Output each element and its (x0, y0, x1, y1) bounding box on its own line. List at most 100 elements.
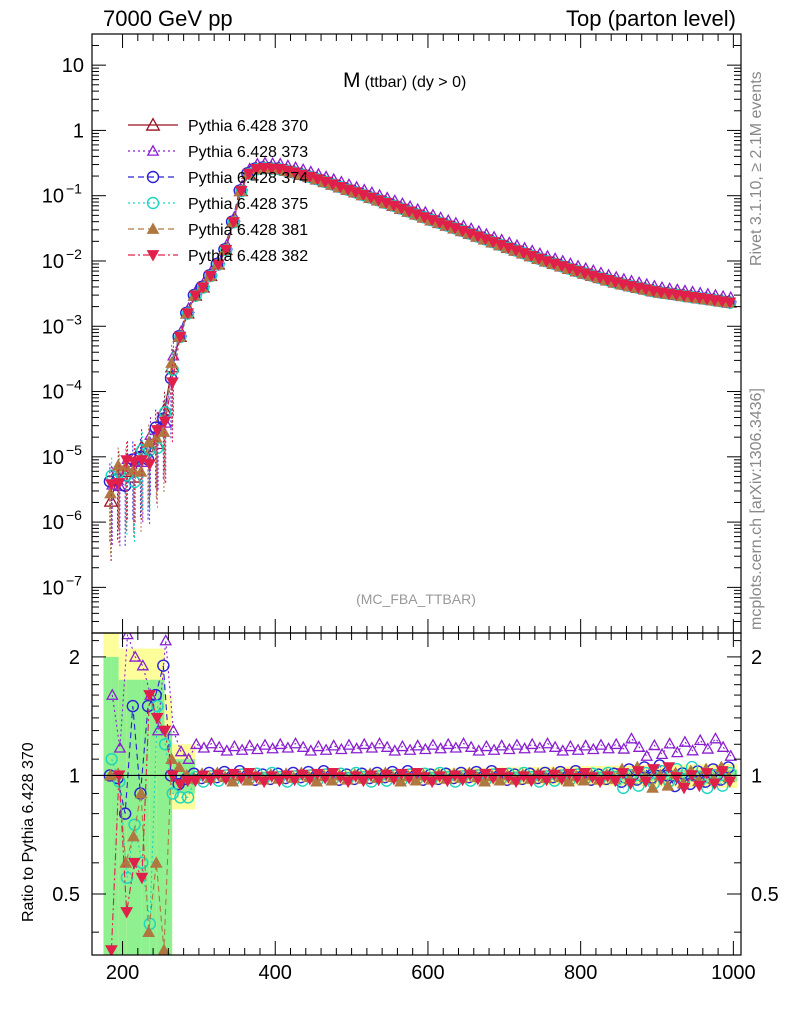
ratio-panel-series (103, 633, 738, 955)
ratio-point (441, 737, 455, 750)
ratio-point (151, 724, 165, 736)
ratio-band-green (111, 656, 119, 955)
ratio-point (126, 699, 139, 713)
ratio-point (127, 857, 141, 870)
ratio-point (142, 925, 156, 938)
data-point (189, 290, 202, 302)
data-point (150, 425, 164, 437)
ratio-point (402, 773, 416, 785)
ratio-point (639, 776, 653, 788)
data-point (165, 356, 178, 368)
ratio-point (548, 740, 562, 752)
ratio-series-line (110, 694, 731, 951)
ratio-point (495, 739, 508, 751)
data-point (204, 270, 217, 283)
ratio-point (647, 764, 660, 776)
legend-label: Pythia 6.428 381 (188, 222, 308, 239)
ratio-point (121, 633, 134, 640)
ratio-point (158, 725, 172, 738)
main-panel-series (103, 156, 738, 562)
ratio-series-line (111, 634, 732, 761)
x-tick-label: 600 (411, 962, 444, 984)
x-tick-label: 1000 (711, 962, 756, 984)
data-point (227, 217, 240, 229)
ratio-point (510, 738, 524, 750)
ratio-point (157, 659, 170, 672)
ratio-point (318, 773, 332, 785)
ratio-y-tick-label: 1 (69, 765, 80, 787)
ratio-point (181, 791, 195, 804)
side-label-rivet: Rivet 3.1.10, ≥ 2.1M events (748, 71, 765, 266)
ratio-point (525, 737, 539, 750)
ratio-point (120, 907, 134, 919)
ratio-point (172, 760, 186, 773)
y-tick-exponent: −2 (66, 246, 82, 262)
ratio-point (594, 738, 608, 750)
ratio-point (105, 945, 118, 955)
data-point (103, 493, 119, 507)
ratio-point (303, 774, 317, 786)
ratio-point (692, 780, 706, 793)
data-point (105, 479, 118, 491)
ratio-point (464, 740, 478, 752)
ratio-y-tick-label: 2 (69, 647, 80, 669)
y-tick-label: 10 (42, 316, 64, 338)
data-point (134, 465, 148, 477)
ratio-point (234, 773, 248, 785)
ratio-point (564, 739, 577, 752)
watermark-label: (MC_FBA_TTBAR) (356, 591, 476, 607)
ratio-point (663, 737, 676, 749)
ratio-point (396, 739, 409, 752)
ratio-uncertainty-bands (103, 633, 738, 955)
legend-label: Pythia 6.428 373 (188, 144, 308, 161)
ratio-point (509, 776, 523, 789)
ratio-point (632, 779, 645, 792)
ratio-band-green (126, 679, 134, 955)
ratio-point (486, 773, 500, 785)
ratio-point (273, 737, 287, 750)
ratio-point (167, 724, 180, 736)
data-point (158, 416, 172, 429)
legend-marker (146, 196, 160, 210)
y-tick-label: 10 (42, 186, 64, 208)
ratio-point (608, 775, 622, 788)
ratio-point (670, 745, 684, 758)
ratio-point (426, 738, 440, 750)
ratio-point (480, 739, 493, 752)
ratio-band-green (118, 679, 127, 955)
ratio-point (143, 690, 156, 702)
ratio-point (181, 775, 195, 788)
y-tick-label: 10 (42, 577, 64, 599)
ratio-point (686, 744, 699, 756)
ratio-point (173, 779, 187, 791)
y-tick-exponent: −3 (66, 311, 82, 327)
ratio-point (189, 775, 202, 788)
ratio-point (640, 749, 654, 761)
ratio-point (182, 752, 195, 764)
y-tick-exponent: −7 (66, 572, 82, 588)
data-point (219, 244, 233, 257)
ratio-point (128, 650, 142, 662)
ratio-point (723, 776, 737, 788)
ratio-point (151, 699, 164, 713)
ratio-point (136, 659, 150, 671)
ratio-point (289, 737, 302, 749)
data-point (104, 486, 117, 499)
ratio-point (625, 732, 638, 744)
ratio-point (105, 688, 119, 700)
ratio-point (243, 739, 257, 751)
legend-marker (146, 250, 160, 262)
ratio-point (655, 747, 669, 760)
x-tick-label: 400 (259, 962, 292, 984)
ratio-point (118, 807, 132, 820)
y-tick-label: 10 (42, 382, 64, 404)
data-point (119, 460, 133, 472)
ratio-point (257, 776, 271, 789)
ratio-point (570, 773, 584, 785)
ratio-point (219, 774, 233, 786)
legend-label: Pythia 6.428 370 (188, 118, 308, 135)
ratio-y-tick-label-right: 1 (751, 765, 762, 787)
ratio-point (312, 739, 325, 752)
ratio-point (212, 740, 226, 752)
